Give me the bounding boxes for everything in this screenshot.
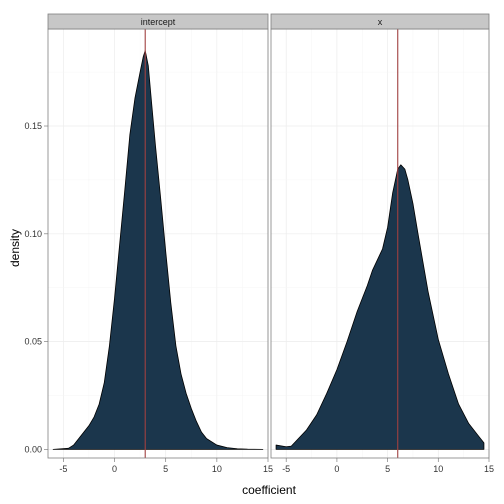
x-tick-label: 5 xyxy=(163,464,168,474)
density-area xyxy=(52,50,264,450)
facet-strip xyxy=(270,13,490,30)
x-tick-label: 0 xyxy=(334,464,339,474)
y-axis: 0.00 0.05 0.10 0.15 xyxy=(24,121,48,454)
x-tick-label: -5 xyxy=(59,464,67,474)
x-tick-label: 5 xyxy=(385,464,390,474)
x-tick-label: 10 xyxy=(433,464,443,474)
density-area xyxy=(275,164,485,450)
facet-panel: intercept xyxy=(47,13,269,459)
y-tick-label: 0.05 xyxy=(24,337,42,347)
y-tick-label: 0.00 xyxy=(24,444,42,454)
y-axis-title: density xyxy=(8,229,22,267)
facet-strip-label: intercept xyxy=(141,17,176,27)
x-tick-label: 15 xyxy=(484,464,494,474)
x-tick-label: 10 xyxy=(212,464,222,474)
x-axis: -5 0 5 10 15 -5 0 5 10 15 xyxy=(59,458,494,474)
y-tick-label: 0.10 xyxy=(24,229,42,239)
x-tick-label: -5 xyxy=(282,464,290,474)
facet-panel: x xyxy=(270,13,490,459)
x-tick-label: 15 xyxy=(263,464,273,474)
facet-strip xyxy=(47,13,269,30)
x-axis-title: coefficient xyxy=(242,483,296,497)
y-tick-label: 0.15 xyxy=(24,121,42,131)
facet-strip-label: x xyxy=(378,17,383,27)
x-tick-label: 0 xyxy=(112,464,117,474)
